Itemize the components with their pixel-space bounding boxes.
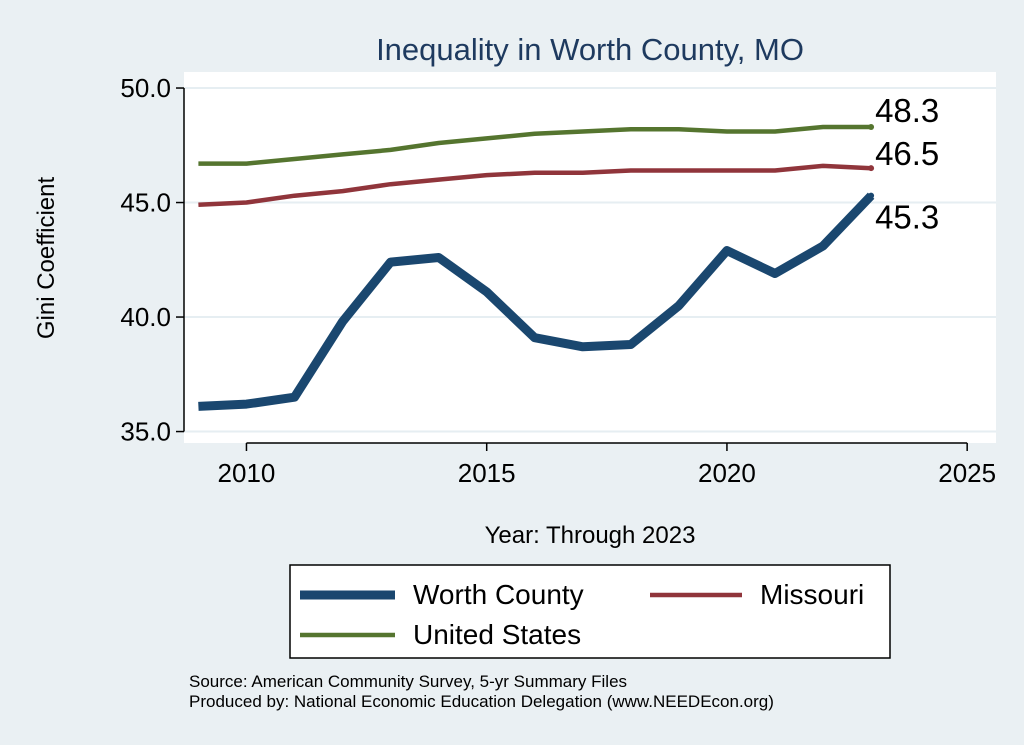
end-label-worth-county: 45.3 <box>875 199 939 236</box>
legend: Worth County Missouri United States <box>289 564 891 659</box>
series-end-point-united-states <box>868 123 875 130</box>
source-line: Source: American Community Survey, 5-yr … <box>189 672 628 691</box>
end-label-missouri: 46.5 <box>875 135 939 172</box>
x-tick-label-2015: 2015 <box>458 458 516 488</box>
x-tick-label-2020: 2020 <box>698 458 756 488</box>
x-tick-label-2010: 2010 <box>218 458 276 488</box>
series-line-worth-county <box>198 192 875 411</box>
y-axis-label: Gini Coefficient <box>33 177 60 340</box>
produced-by-line: Produced by: National Economic Education… <box>189 692 774 711</box>
legend-label-worth-county: Worth County <box>413 579 584 610</box>
y-tick-label-35: 35.0 <box>120 417 171 447</box>
x-axis-label: Year: Through 2023 <box>485 522 696 549</box>
series-end-point-missouri <box>868 165 875 172</box>
axes: 35.0 40.0 45.0 50.0 2010 2015 2020 2025 <box>120 73 996 488</box>
end-labels: 45.3 46.5 48.3 <box>875 92 939 236</box>
legend-label-united-states: United States <box>413 619 581 650</box>
y-tick-label-40: 40.0 <box>120 302 171 332</box>
chart-title: Inequality in Worth County, MO <box>376 32 804 67</box>
series-line-united-states <box>198 124 872 166</box>
source-note: Source: American Community Survey, 5-yr … <box>189 672 774 712</box>
legend-box <box>289 564 891 659</box>
series-layer <box>198 123 875 411</box>
x-tick-label-2025: 2025 <box>938 458 996 488</box>
y-tick-label-50: 50.0 <box>120 73 171 103</box>
y-tick-label-45: 45.0 <box>120 188 171 218</box>
end-label-united-states: 48.3 <box>875 92 939 129</box>
series-end-point-worth-county <box>868 192 875 199</box>
legend-label-missouri: Missouri <box>760 579 864 610</box>
series-line-missouri <box>198 163 872 208</box>
plot-area <box>184 72 996 443</box>
